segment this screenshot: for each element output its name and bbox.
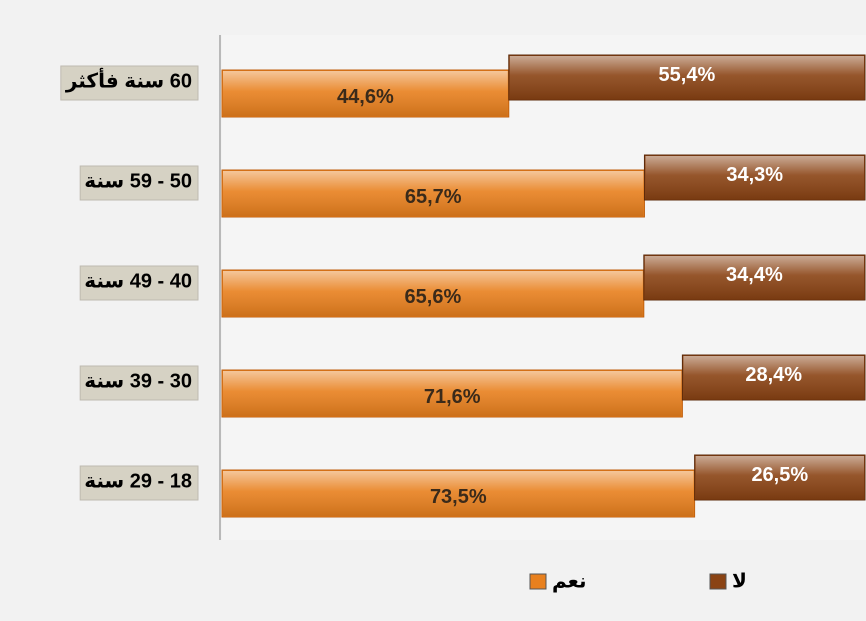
category-label: 30 - 39 سنة bbox=[84, 370, 192, 392]
bar-highlight bbox=[223, 471, 694, 516]
value-label: 34,4% bbox=[726, 264, 783, 286]
bar-highlight bbox=[223, 171, 644, 216]
value-label: 28,4% bbox=[745, 364, 802, 386]
category-label: 50 - 59 سنة bbox=[84, 170, 192, 192]
legend-swatch bbox=[529, 573, 547, 590]
bar-highlight bbox=[223, 71, 508, 116]
category-label-group: 18 - 29 سنة bbox=[79, 465, 199, 501]
bar-highlight bbox=[644, 256, 864, 299]
category-label: 18 - 29 سنة bbox=[84, 470, 192, 492]
value-label: 71,6% bbox=[424, 386, 481, 408]
category-label: 60 سنة فأكثر bbox=[65, 66, 192, 92]
bar-highlight bbox=[509, 56, 864, 99]
value-label: 55,4% bbox=[659, 64, 716, 86]
bar-highlight bbox=[223, 371, 682, 416]
value-label: 65,6% bbox=[405, 286, 462, 308]
category-label-box bbox=[79, 465, 199, 501]
legend-swatch bbox=[709, 573, 727, 590]
category-label: 40 - 49 سنة bbox=[84, 270, 192, 292]
category-label-box bbox=[60, 65, 199, 101]
bar-highlight bbox=[695, 456, 864, 499]
category-label-group: 50 - 59 سنة bbox=[79, 165, 199, 201]
legend-label: نعم bbox=[552, 570, 586, 592]
category-label-box bbox=[79, 165, 199, 201]
bar-highlight bbox=[645, 156, 864, 199]
category-label-group: 60 سنة فأكثر bbox=[60, 65, 199, 101]
value-label: 73,5% bbox=[430, 486, 487, 508]
legend-label: لا bbox=[732, 570, 747, 592]
bar-highlight bbox=[223, 271, 643, 316]
category-label-box bbox=[79, 265, 199, 301]
bar-highlight bbox=[683, 356, 864, 399]
value-label: 26,5% bbox=[751, 464, 808, 486]
value-label: 65,7% bbox=[405, 186, 462, 208]
value-label: 34,3% bbox=[726, 164, 783, 186]
category-label-group: 40 - 49 سنة bbox=[79, 265, 199, 301]
category-label-group: 30 - 39 سنة bbox=[79, 365, 199, 401]
category-label-box bbox=[79, 365, 199, 401]
value-label: 44,6% bbox=[337, 86, 394, 108]
